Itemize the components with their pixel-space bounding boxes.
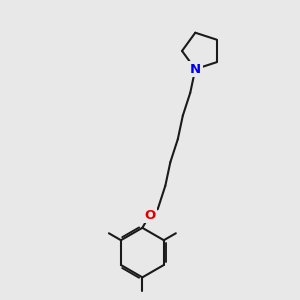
Text: O: O xyxy=(144,209,155,222)
Text: N: N xyxy=(190,63,201,76)
